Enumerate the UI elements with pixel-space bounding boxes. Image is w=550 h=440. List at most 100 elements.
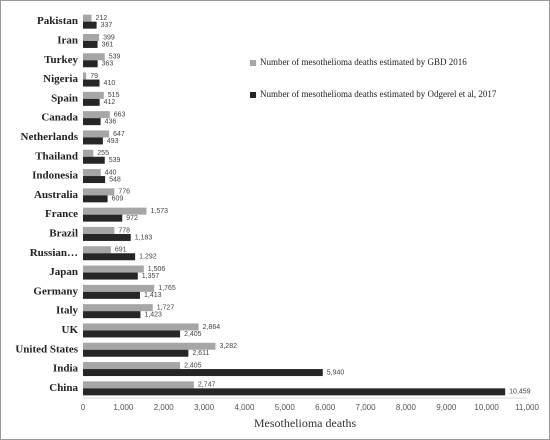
value-label: 1,765 xyxy=(158,285,176,292)
bar xyxy=(83,226,115,234)
category-label: Thailand xyxy=(35,150,78,162)
x-tick-label: 9,000 xyxy=(436,403,457,412)
category-label: Japan xyxy=(49,266,78,278)
category-label: France xyxy=(45,208,78,220)
category-label: Brazil xyxy=(49,227,78,239)
x-tick-label: 7,000 xyxy=(356,403,377,412)
value-label: 79 xyxy=(90,73,98,80)
category-label: Indonesia xyxy=(32,170,78,182)
category-label: Germany xyxy=(33,285,78,297)
legend-swatch xyxy=(250,92,256,98)
value-label: 410 xyxy=(104,80,116,87)
x-tick-label: 0 xyxy=(81,403,86,412)
value-label: 663 xyxy=(114,111,126,118)
category-label: India xyxy=(53,363,79,375)
bar xyxy=(83,176,106,184)
value-label: 778 xyxy=(118,227,130,234)
x-axis-title: Mesothelioma deaths xyxy=(254,416,357,430)
value-label: 1,357 xyxy=(142,273,160,280)
value-label: 972 xyxy=(126,215,138,222)
category-label: China xyxy=(49,382,78,394)
bar xyxy=(83,188,115,196)
bar xyxy=(83,98,100,106)
bar xyxy=(83,60,98,68)
bar xyxy=(83,33,100,41)
category-label: Pakistan xyxy=(37,15,78,27)
category-label: Canada xyxy=(41,112,78,124)
category-label: Netherlands xyxy=(21,131,79,143)
bar xyxy=(83,233,131,241)
value-label: 776 xyxy=(118,189,130,196)
bar xyxy=(83,53,105,61)
value-label: 2,405 xyxy=(184,331,202,338)
value-label: 2,405 xyxy=(184,362,202,369)
value-label: 1,413 xyxy=(144,292,162,299)
x-tick-label: 8,000 xyxy=(396,403,417,412)
bar xyxy=(83,21,97,29)
value-label: 1,506 xyxy=(148,266,166,273)
bar xyxy=(83,91,104,99)
bar xyxy=(83,130,110,138)
bar xyxy=(83,14,92,22)
value-label: 2,864 xyxy=(203,324,221,331)
x-tick-label: 10,000 xyxy=(474,403,499,412)
bar xyxy=(83,349,189,357)
bar xyxy=(83,388,506,396)
legend-label: Number of mesothelioma deaths estimated … xyxy=(260,57,467,67)
bar xyxy=(83,284,155,292)
bar xyxy=(83,72,87,80)
value-label: 609 xyxy=(112,196,124,203)
value-label: 363 xyxy=(102,61,114,68)
category-label: UK xyxy=(62,324,79,336)
bar xyxy=(83,40,98,48)
bar xyxy=(83,304,153,312)
value-label: 399 xyxy=(103,34,115,41)
x-tick-label: 6,000 xyxy=(315,403,336,412)
bar xyxy=(83,330,181,338)
value-label: 1,423 xyxy=(144,311,162,318)
x-tick-label: 5,000 xyxy=(275,403,296,412)
category-label: United States xyxy=(15,343,78,355)
value-label: 691 xyxy=(115,247,127,254)
bar xyxy=(83,253,136,261)
value-label: 515 xyxy=(108,92,120,99)
value-label: 548 xyxy=(109,176,121,183)
value-label: 1,727 xyxy=(157,304,175,311)
value-label: 337 xyxy=(101,22,113,29)
value-label: 1,292 xyxy=(139,254,157,261)
category-label: Italy xyxy=(56,305,79,317)
value-label: 361 xyxy=(102,41,114,48)
value-label: 2,747 xyxy=(198,382,216,389)
x-tick-label: 4,000 xyxy=(234,403,255,412)
bar xyxy=(83,207,147,215)
category-label: Russian… xyxy=(30,247,78,259)
x-tick-label: 2,000 xyxy=(154,403,175,412)
value-label: 647 xyxy=(113,131,125,138)
category-label: Spain xyxy=(51,92,78,104)
bar xyxy=(83,311,141,319)
value-label: 412 xyxy=(104,99,116,106)
bar xyxy=(83,111,110,119)
value-label: 3,282 xyxy=(219,343,237,350)
legend-swatch xyxy=(250,60,256,66)
value-label: 2,611 xyxy=(192,350,209,357)
value-label: 493 xyxy=(107,138,119,145)
bar xyxy=(83,214,123,222)
bar xyxy=(83,362,181,370)
value-label: 10,459 xyxy=(509,389,531,396)
bar xyxy=(83,169,101,177)
value-label: 440 xyxy=(105,169,117,176)
bar xyxy=(83,323,199,331)
bar xyxy=(83,118,101,126)
value-label: 539 xyxy=(109,54,121,61)
value-label: 539 xyxy=(109,157,121,164)
x-tick-label: 1,000 xyxy=(113,403,134,412)
bar xyxy=(83,79,100,87)
bar xyxy=(83,291,141,299)
value-label: 212 xyxy=(96,15,108,22)
bar xyxy=(83,342,216,350)
value-label: 1,573 xyxy=(150,208,168,215)
value-label: 5,940 xyxy=(327,369,345,376)
category-label: Turkey xyxy=(44,54,78,66)
